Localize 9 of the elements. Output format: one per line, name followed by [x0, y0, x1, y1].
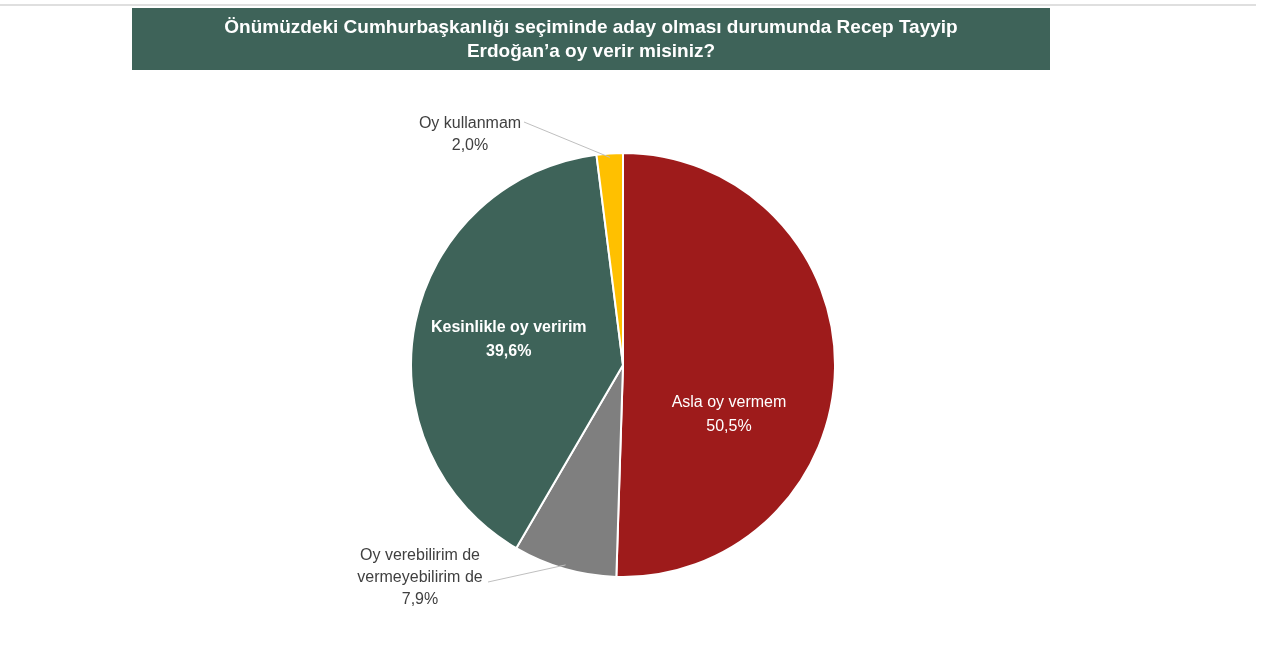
- slice-label: Oy verebilirim de vermeyebilirim de: [357, 546, 483, 585]
- data-label: 50,5%: [706, 416, 752, 434]
- chart-title: Önümüzdeki Cumhurbaşkanlığı seçiminde aday olması durumunda Recep Tayyip Erdoğan’a oy verir misiniz?: [224, 16, 958, 61]
- slice-label: Oy kullanmam: [418, 114, 522, 131]
- slice-label: Asla oy vermem: [671, 392, 787, 410]
- slice-label: Kesinlikle oy veririm: [430, 317, 587, 335]
- data-label: 2,0%: [451, 136, 489, 153]
- data-label: 7,9%: [401, 590, 439, 607]
- data-label: 39,6%: [486, 341, 532, 359]
